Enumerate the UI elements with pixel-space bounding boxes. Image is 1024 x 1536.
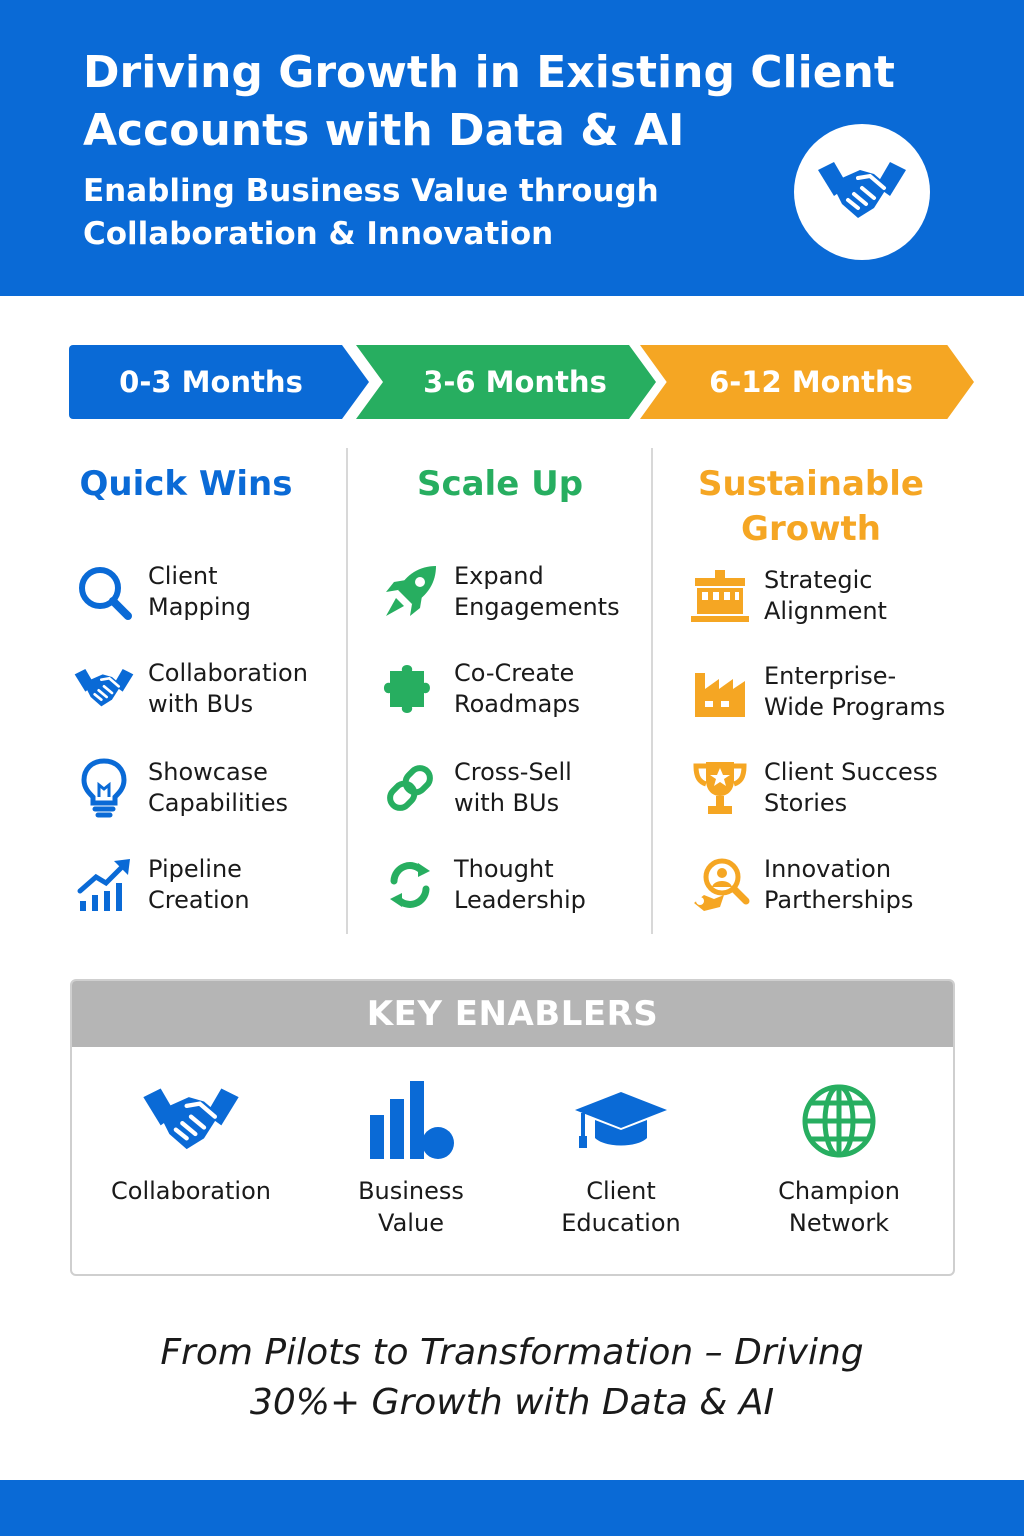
item-label: Co-Create Roadmaps bbox=[454, 659, 581, 718]
growth-chart-icon bbox=[77, 859, 130, 911]
list-item: Pipeline Creation bbox=[72, 853, 250, 917]
key-enablers-panel: KEY ENABLERS Collaboration Business Valu… bbox=[70, 979, 955, 1276]
building-icon bbox=[691, 570, 749, 622]
rocket-icon bbox=[386, 566, 436, 616]
list-item: Enterprise- Wide Programs bbox=[688, 660, 945, 724]
phase-bar-0-3-months: 0-3 Months bbox=[69, 345, 369, 419]
item-label: Pipeline Creation bbox=[148, 855, 250, 914]
list-item: Expand Engagements bbox=[378, 560, 620, 624]
list-item: Collaboration with BUs bbox=[72, 657, 308, 721]
handshake-icon bbox=[74, 669, 134, 707]
phase-bar-6-12-months: 6-12 Months bbox=[640, 345, 974, 419]
list-item: Cross-Sell with BUs bbox=[378, 756, 572, 820]
item-label: Expand Engagements bbox=[454, 562, 620, 621]
page-title: Driving Growth in Existing Client Accoun… bbox=[83, 47, 895, 156]
graduation-cap-icon bbox=[575, 1092, 667, 1148]
search-icon bbox=[79, 567, 132, 620]
item-label: Enterprise- Wide Programs bbox=[764, 662, 946, 721]
item-label: Showcase Capabilities bbox=[148, 758, 288, 817]
enabler-label: Business Value bbox=[358, 1177, 464, 1237]
item-label: Cross-Sell with BUs bbox=[454, 758, 572, 817]
enabler-collaboration: Collaboration bbox=[86, 1071, 296, 1207]
tagline: From Pilots to Transformation – Driving … bbox=[160, 1332, 864, 1423]
list-item: Client Mapping bbox=[72, 560, 251, 624]
enabler-label: Collaboration bbox=[111, 1177, 271, 1205]
handshake-icon bbox=[818, 162, 906, 218]
person-search-icon bbox=[694, 858, 750, 911]
enabler-client-education: Client Education bbox=[516, 1071, 726, 1239]
footer-bar bbox=[0, 1480, 1024, 1536]
heading-quick-wins: Quick Wins bbox=[79, 464, 293, 504]
enabler-business-value: Business Value bbox=[306, 1071, 516, 1239]
enabler-label: Client Education bbox=[561, 1177, 681, 1237]
item-label: Strategic Alignment bbox=[764, 566, 887, 625]
list-item: Client Success Stories bbox=[688, 756, 938, 820]
link-icon bbox=[387, 765, 433, 811]
lightbulb-icon bbox=[81, 758, 127, 818]
list-item: Thought Leadership bbox=[378, 853, 586, 917]
item-label: Innovation Partherships bbox=[764, 855, 914, 914]
globe-icon bbox=[802, 1084, 876, 1158]
page-subtitle: Enabling Business Value through Collabor… bbox=[83, 173, 659, 252]
item-label: Collaboration with BUs bbox=[148, 659, 308, 718]
enabler-label: Champion Network bbox=[778, 1177, 900, 1237]
header-badge bbox=[794, 124, 930, 260]
column-divider bbox=[651, 448, 653, 934]
handshake-icon bbox=[143, 1088, 239, 1150]
list-item: Strategic Alignment bbox=[688, 564, 887, 628]
bar-chart-icon bbox=[370, 1081, 454, 1159]
trophy-icon bbox=[693, 762, 747, 814]
refresh-icon bbox=[390, 862, 430, 908]
item-label: Client Mapping bbox=[148, 562, 251, 621]
puzzle-icon bbox=[384, 665, 430, 713]
list-item: Co-Create Roadmaps bbox=[378, 657, 580, 721]
phase-bar-3-6-months: 3-6 Months bbox=[356, 345, 656, 419]
heading-scale-up: Scale Up bbox=[416, 464, 584, 504]
list-item: Innovation Partherships bbox=[688, 853, 913, 917]
factory-icon bbox=[695, 673, 745, 717]
enabler-champion-network: Champion Network bbox=[734, 1071, 944, 1239]
list-item: Showcase Capabilities bbox=[72, 756, 288, 820]
column-divider bbox=[346, 448, 348, 934]
item-label: Thought Leadership bbox=[454, 855, 586, 914]
header-banner: Driving Growth in Existing Client Accoun… bbox=[0, 0, 1024, 296]
item-label: Client Success Stories bbox=[764, 758, 938, 817]
heading-sustainable-growth: Sustainable Growth bbox=[698, 464, 924, 549]
key-enablers-title: KEY ENABLERS bbox=[72, 981, 953, 1047]
